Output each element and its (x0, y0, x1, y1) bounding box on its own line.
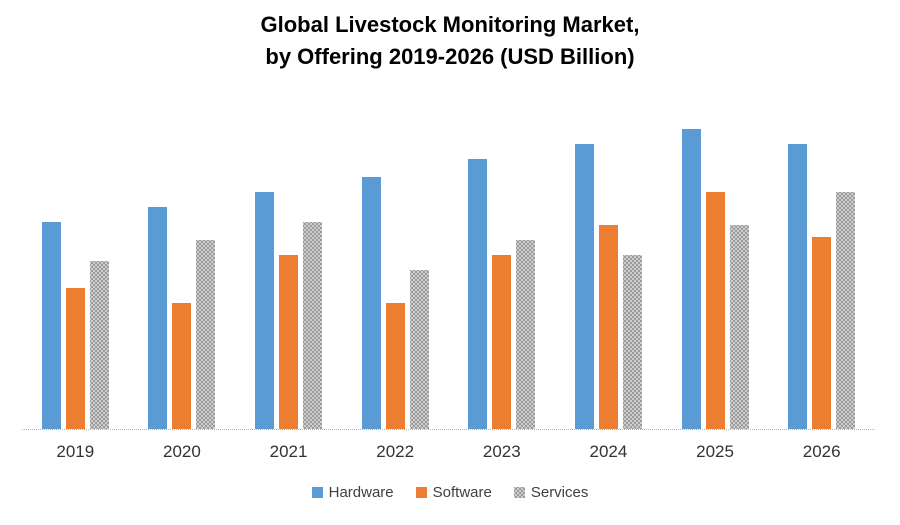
bar-hardware-2021 (255, 192, 275, 429)
x-axis-label-2022: 2022 (376, 442, 415, 461)
bar-group-2024 (555, 99, 662, 429)
bar-group-2019 (22, 99, 129, 429)
bar-hardware-2025 (681, 129, 701, 429)
bar-services-2024 (622, 255, 642, 429)
chart-title-line2: by Offering 2019-2026 (USD Billion) (265, 44, 635, 69)
bar-hardware-2023 (468, 159, 488, 429)
bar-hardware-2019 (41, 222, 61, 429)
chart-title-line1: Global Livestock Monitoring Market, (260, 12, 640, 37)
x-axis-label-2019: 2019 (56, 442, 95, 461)
bar-services-2026 (836, 192, 856, 429)
bar-software-2023 (492, 255, 512, 429)
bar-group-2021 (235, 99, 342, 429)
bar-services-2022 (409, 270, 429, 429)
legend-item-software: Software (415, 484, 492, 501)
x-axis-label-2025: 2025 (696, 442, 734, 461)
x-axis-line (22, 429, 875, 430)
legend-item-services: Services (513, 484, 589, 501)
legend-item-hardware: Hardware (311, 484, 394, 501)
bar-software-2021 (279, 255, 299, 429)
x-axis-label-2026: 2026 (802, 442, 841, 461)
bar-group-2022 (342, 99, 449, 429)
legend-label-software: Software (432, 484, 492, 501)
plot-area (22, 99, 875, 429)
bar-services-2019 (89, 261, 109, 429)
legend-swatch-software (415, 487, 427, 498)
bar-software-2019 (65, 288, 85, 429)
bar-group-2020 (129, 99, 236, 429)
bar-hardware-2024 (574, 144, 594, 429)
bar-group-2023 (449, 99, 556, 429)
bar-software-2026 (812, 237, 832, 429)
bar-group-2025 (662, 99, 769, 429)
legend-swatch-services (513, 487, 525, 498)
bar-services-2023 (516, 240, 536, 429)
x-axis-label-2023: 2023 (482, 442, 521, 461)
bar-services-2021 (303, 222, 323, 429)
bar-software-2022 (385, 303, 405, 429)
x-axis-labels: 2019 2020 2021 2022 2023 2024 2025 2026 (22, 442, 875, 462)
legend-label-services: Services (530, 484, 589, 501)
bar-software-2025 (705, 192, 725, 429)
bar-services-2025 (729, 225, 749, 429)
x-axis-label-2021: 2021 (269, 442, 308, 461)
x-axis-label-2024: 2024 (589, 442, 628, 461)
x-axis-label-2020: 2020 (163, 442, 201, 461)
bar-group-2026 (768, 99, 875, 429)
bar-software-2020 (172, 303, 192, 429)
chart-title: Global Livestock Monitoring Market, by O… (0, 9, 900, 73)
legend-label-hardware: Hardware (328, 484, 394, 501)
bar-hardware-2020 (148, 207, 168, 429)
bar-services-2020 (196, 240, 216, 429)
bar-software-2024 (598, 225, 618, 429)
bar-hardware-2022 (361, 177, 381, 429)
bar-hardware-2026 (788, 144, 808, 429)
legend-swatch-hardware (311, 487, 323, 498)
legend: Hardware Software Services (0, 484, 900, 501)
